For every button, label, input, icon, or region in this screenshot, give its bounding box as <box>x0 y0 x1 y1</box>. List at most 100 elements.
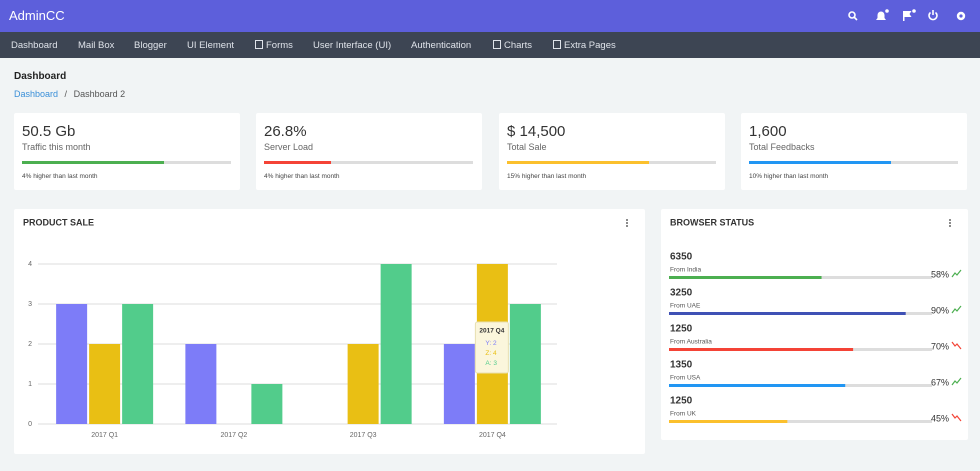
row-percent: 45% <box>931 413 949 423</box>
breadcrumb-link[interactable]: Dashboard <box>14 89 59 99</box>
row-label: From UAE <box>670 303 701 310</box>
tooltip-item: A: 3 <box>485 360 497 367</box>
trend-icon <box>951 413 962 422</box>
y-tick-label: 1 <box>28 381 32 388</box>
trend-icon <box>951 269 962 278</box>
nav-icon <box>255 40 263 49</box>
row-label: From UK <box>670 411 697 418</box>
row-percent: 58% <box>931 269 949 279</box>
tooltip-series-name: Y <box>485 340 490 347</box>
stat-card: 1,600 Total Feedbacks 10% higher than last… <box>741 113 967 190</box>
row-label: From India <box>670 267 701 274</box>
tooltip-value: 2 <box>493 340 497 347</box>
row-value: 3250 <box>670 288 693 299</box>
stat-card: 26.8% Server Load 4% higher than last mont… <box>256 113 482 190</box>
bell-icon[interactable] <box>876 9 889 20</box>
tooltip-box <box>474 321 509 374</box>
nav-label: Dashboard <box>11 40 58 51</box>
card-title: BROWSER STATUS <box>670 217 754 227</box>
tooltip-series-name: A <box>485 360 490 367</box>
nav-label: Mail Box <box>78 40 115 51</box>
nav-label: Charts <box>504 40 532 51</box>
tooltip-value: 3 <box>493 360 497 367</box>
y-tick-label: 2 <box>28 341 32 348</box>
trend-icon <box>951 377 962 386</box>
row-value: 1250 <box>670 396 693 407</box>
nav-icon <box>553 40 561 49</box>
bar <box>509 304 541 424</box>
nav-item[interactable]: Blogger <box>134 40 167 51</box>
bar <box>56 304 88 424</box>
nav-item[interactable]: Authentication <box>411 40 471 51</box>
stat-value: 26.8% <box>264 123 307 140</box>
tooltip-item: Z: 4 <box>485 350 497 357</box>
nav-item[interactable]: User Interface (UI) <box>313 40 391 51</box>
stat-note: 15% higher than last month <box>507 173 587 180</box>
row-value: 6350 <box>670 252 693 263</box>
nav-item[interactable]: Dashboard <box>11 40 57 51</box>
breadcrumb-current: Dashboard 2 <box>73 89 126 99</box>
progress-bar <box>22 161 165 164</box>
power-icon[interactable] <box>928 10 938 21</box>
trend-icon <box>951 305 962 314</box>
stat-value: $ 14,500 <box>507 123 566 140</box>
row-value: 1250 <box>670 324 693 335</box>
row-percent: 90% <box>931 305 949 315</box>
bar <box>347 344 379 424</box>
progress-bar <box>669 384 846 387</box>
brand[interactable]: AdminCC <box>9 8 65 23</box>
x-tick-label: 2017 Q1 <box>91 432 118 439</box>
header-icons <box>848 9 966 21</box>
x-tick-label: 2017 Q3 <box>350 432 377 439</box>
breadcrumb: Dashboard / Dashboard 2 <box>14 89 125 99</box>
product-sale-card: PRODUCT SALE 0 1 2 3 4 2017 Q1 2017 Q2 2017 Q3 2… <box>14 209 645 454</box>
nav-label: Forms <box>266 40 293 51</box>
progress-bar <box>749 161 892 164</box>
progress-track <box>264 161 473 164</box>
progress-bar <box>507 161 650 164</box>
tooltip-separator: : <box>490 360 494 367</box>
bar <box>443 344 475 424</box>
tooltip-title: 2017 Q4 <box>479 328 504 335</box>
page-title: Dashboard <box>14 71 67 82</box>
nav-item[interactable]: Forms <box>255 40 293 51</box>
tooltip-value: 4 <box>493 350 497 357</box>
nav-icon <box>493 40 501 49</box>
progress-track <box>669 420 932 423</box>
progress-bar <box>669 276 822 279</box>
bar <box>185 344 217 424</box>
chart-title: PRODUCT SALE <box>23 217 94 227</box>
nav-label: User Interface (UI) <box>313 40 392 51</box>
tooltip-series-name: Z <box>485 350 489 357</box>
nav-item[interactable]: Extra Pages <box>553 40 616 51</box>
row-label: From Australia <box>670 339 712 346</box>
tooltip: 2017 Q4Y: 2Z: 4A: 3 <box>474 321 509 374</box>
y-tick-label: 4 <box>28 261 32 268</box>
stat-note: 4% higher than last month <box>22 173 98 180</box>
more-icon[interactable] <box>626 219 628 227</box>
browser-status: BROWSER STATUS 6350 From India 58% 3250 From… <box>669 217 962 423</box>
search-icon[interactable] <box>848 11 858 21</box>
stat-note: 10% higher than last month <box>749 173 829 180</box>
tooltip-separator: : <box>489 350 493 357</box>
trend-icon <box>951 341 962 350</box>
more-icon[interactable] <box>949 219 951 227</box>
nav-bar: Dashboard Mail Box Blogger UI Element Forms U… <box>0 32 980 58</box>
nav-item[interactable]: Mail Box <box>78 40 114 51</box>
stat-card: 50.5 Gb Traffic this month 4% higher than … <box>14 113 240 190</box>
nav-label: Extra Pages <box>564 40 616 51</box>
nav-item[interactable]: Charts <box>493 40 532 51</box>
settings-icon[interactable] <box>956 11 966 21</box>
flag-icon[interactable] <box>903 9 916 21</box>
progress-bar <box>669 420 788 423</box>
stat-card: $ 14,500 Total Sale 15% higher than last m… <box>499 113 725 190</box>
chart: PRODUCT SALE 0 1 2 3 4 2017 Q1 2017 Q2 2017 Q3 2… <box>23 217 628 439</box>
bar <box>89 344 121 424</box>
nav-label: Authentication <box>411 40 472 51</box>
nav-item[interactable]: UI Element <box>187 40 234 51</box>
progress-bar <box>669 312 906 315</box>
stat-label: Total Sale <box>507 142 547 152</box>
y-tick-label: 0 <box>28 421 32 428</box>
stat-label: Traffic this month <box>22 142 91 152</box>
bar <box>380 264 412 424</box>
